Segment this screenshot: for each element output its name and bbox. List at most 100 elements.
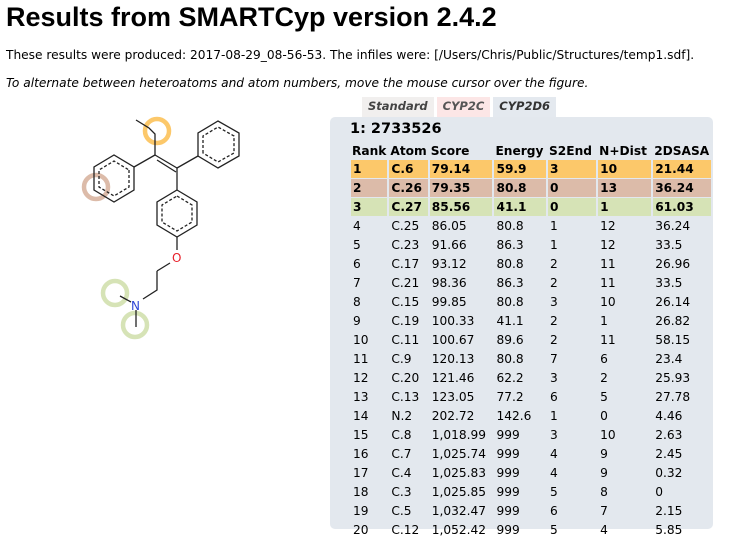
table-row: 16 C.7 1,025.74 999 4 9 2.45 [351,445,711,463]
table-cell-energy: 999 [496,466,520,480]
table-cell-2dsasa: 58.15 [655,333,691,347]
table-cell-s2end: 6 [550,390,558,404]
rank3-highlight-circle-b [120,310,150,340]
table-cell-rank: 7 [353,276,361,290]
tab-standard[interactable]: Standard [362,97,434,117]
table-cell-atom: C.19 [391,314,420,328]
table-cell-energy: 86.3 [496,238,524,252]
table-cell-score: 93.12 [431,257,467,271]
table-cell-ndist: 2 [600,371,608,385]
table-cell-rank: 19 [353,504,369,518]
table-cell-s2end: 3 [548,160,597,178]
table-cell-atom: C.15 [391,295,420,309]
table-cell-2dsasa: 2.45 [655,447,683,461]
table-cell-atom: C.5 [391,504,412,518]
rank2-highlight-circle [81,172,111,202]
table-cell-ndist: 10 [600,295,616,309]
table-row: 17 C.4 1,025.83 999 4 9 0.32 [351,464,711,482]
table-cell-rank: 4 [353,219,361,233]
table-cell-atom: C.6 [389,160,428,178]
table-row: 15 C.8 1,018.99 999 3 10 2.63 [351,426,711,444]
table-cell-atom: C.4 [391,466,412,480]
table-cell-ndist: 10 [600,428,616,442]
tab-cyp2c[interactable]: CYP2C [436,97,491,117]
table-cell-ndist: 13 [598,179,652,197]
table-cell-s2end: 1 [550,409,558,423]
table-cell-atom: C.12 [391,523,420,537]
header-rank: Rank [352,143,387,158]
table-cell-score: 79.14 [429,160,493,178]
table-cell-2dsasa: 26.82 [655,314,691,328]
table-cell-2dsasa: 5.85 [655,523,683,537]
header-ndist: N+Dist [599,143,647,158]
table-cell-s2end: 0 [548,179,597,197]
table-cell-rank: 2 [351,179,388,197]
table-cell-ndist: 1 [598,198,652,216]
table-cell-rank: 20 [353,523,369,537]
table-row: 14 N.2 202.72 142.6 1 0 4.46 [351,407,711,425]
table-cell-rank: 9 [353,314,361,328]
hover-hint: To alternate between heteroatoms and ato… [6,76,589,90]
table-row: 12 C.20 121.46 62.2 3 2 25.93 [351,369,711,387]
molecule-figure[interactable]: O N [60,108,280,348]
table-cell-energy: 999 [496,485,520,499]
molecule-bonds [93,119,240,327]
table-cell-atom: C.20 [391,371,420,385]
table-cell-energy: 86.3 [496,276,524,290]
table-cell-energy: 80.8 [496,352,524,366]
table-cell-score: 99.85 [431,295,467,309]
table-row: 18 C.3 1,025.85 999 5 8 0 [351,483,711,501]
nitrogen-atom-label: N [131,299,140,313]
table-cell-score: 202.72 [431,409,475,423]
table-cell-score: 100.67 [431,333,475,347]
table-cell-ndist: 10 [598,160,652,178]
table-cell-rank: 10 [353,333,369,347]
table-row: 5 C.23 91.66 86.3 1 12 33.5 [351,236,711,254]
table-cell-atom: C.3 [391,485,412,499]
table-cell-energy: 59.9 [494,160,547,178]
table-cell-rank: 17 [353,466,369,480]
table-cell-ndist: 0 [600,409,608,423]
table-cell-ndist: 6 [600,352,608,366]
table-cell-s2end: 7 [550,352,558,366]
header-atom: Atom [390,143,427,158]
table-cell-s2end: 5 [550,485,558,499]
table-row: 8 C.15 99.85 80.8 3 10 26.14 [351,293,711,311]
table-cell-energy: 41.1 [496,314,524,328]
tab-cyp2d6[interactable]: CYP2D6 [493,97,557,117]
molecule-id: 1: 2733526 [350,121,442,137]
table-cell-score: 1,025.83 [431,466,487,480]
table-cell-ndist: 4 [600,523,608,537]
table-cell-s2end: 4 [550,447,558,461]
table-cell-2dsasa: 33.5 [655,276,683,290]
table-cell-energy: 999 [496,428,520,442]
oxygen-atom-label: O [172,251,181,265]
table-row: 11 C.9 120.13 80.8 7 6 23.4 [351,350,711,368]
table-cell-ndist: 8 [600,485,608,499]
table-cell-rank: 8 [353,295,361,309]
table-cell-score: 79.35 [429,179,493,197]
table-cell-energy: 80.8 [494,179,547,197]
table-cell-energy: 142.6 [496,409,532,423]
table-cell-score: 121.46 [431,371,475,385]
table-cell-2dsasa: 36.24 [655,219,691,233]
table-cell-energy: 41.1 [494,198,547,216]
table-cell-energy: 89.6 [496,333,524,347]
table-cell-energy: 62.2 [496,371,524,385]
table-cell-atom: C.26 [389,179,428,197]
table-row: 7 C.21 98.36 86.3 2 11 33.5 [351,274,711,292]
table-cell-energy: 999 [496,523,520,537]
rank3-highlight-circle-a [100,278,130,308]
table-cell-rank: 3 [351,198,388,216]
table-cell-score: 120.13 [431,352,475,366]
table-cell-s2end: 3 [550,295,558,309]
table-cell-score: 123.05 [431,390,475,404]
table-row: 19 C.5 1,032.47 999 6 7 2.15 [351,502,711,520]
table-cell-2dsasa: 25.93 [655,371,691,385]
table-cell-s2end: 2 [550,314,558,328]
table-cell-energy: 80.8 [496,295,524,309]
table-header-row: Rank Atom Score Energy S2End N+Dist 2DSA… [351,142,711,159]
table-cell-s2end: 3 [550,428,558,442]
table-cell-ndist: 1 [600,314,608,328]
table-cell-atom: C.7 [391,447,412,461]
